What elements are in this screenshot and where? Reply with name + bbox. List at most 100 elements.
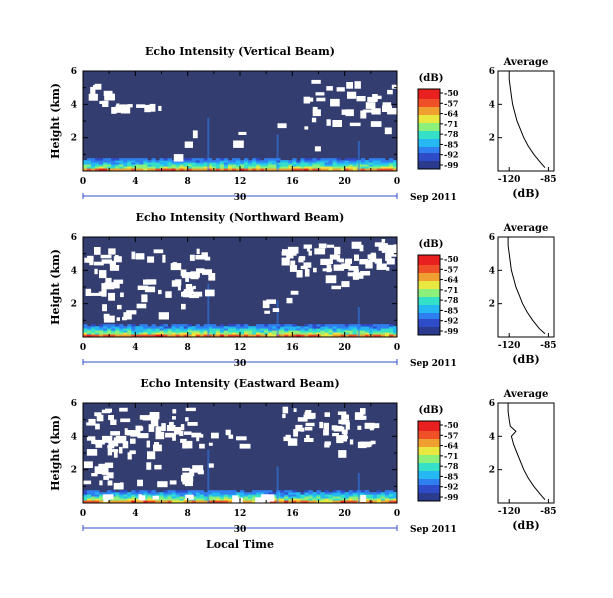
echo-cell <box>360 492 366 495</box>
echo-cell <box>163 494 168 497</box>
echo-cell <box>308 166 313 169</box>
echo-cell <box>384 490 390 493</box>
echo-cell <box>316 498 321 501</box>
colorbar-segment <box>418 295 440 298</box>
echo-cell <box>272 332 277 335</box>
x-tick-label: 0 <box>80 509 86 519</box>
avg-y-tick-label: 2 <box>489 134 495 144</box>
echo-cell <box>316 328 321 331</box>
echo-cell <box>91 162 96 165</box>
echo-cell <box>139 162 144 165</box>
echo-cell <box>304 500 309 503</box>
echo-cell <box>195 164 201 167</box>
echo-cell <box>372 494 378 497</box>
echo-cell <box>203 328 209 331</box>
missing-data-gap <box>94 466 104 474</box>
echo-cell <box>296 328 301 331</box>
echo-cell <box>115 494 120 497</box>
missing-data-gap <box>172 416 176 420</box>
echo-cell <box>135 168 140 171</box>
echo-cell <box>127 494 132 497</box>
echo-cell <box>296 496 301 499</box>
echo-cell <box>352 498 358 501</box>
echo-cell <box>268 332 273 335</box>
echo-cell <box>292 164 297 167</box>
missing-data-gap <box>208 273 216 281</box>
missing-data-gap <box>199 443 205 449</box>
echo-cell <box>244 334 249 337</box>
avg-x-label: (dB) <box>512 353 539 366</box>
echo-cell <box>163 334 168 337</box>
colorbar-segment <box>418 115 440 118</box>
echo-cell <box>115 496 120 499</box>
echo-cell <box>240 168 245 171</box>
echo-cell <box>219 492 225 495</box>
echo-cell <box>203 324 209 327</box>
echo-cell <box>91 330 96 333</box>
colorbar-segment <box>418 121 440 124</box>
echo-cell <box>107 166 112 169</box>
echo-cell <box>348 166 354 169</box>
echo-cell <box>280 164 285 167</box>
missing-data-gap <box>185 407 196 412</box>
echo-cell <box>256 328 261 331</box>
echo-cell <box>203 334 209 337</box>
missing-data-gap <box>107 448 113 456</box>
echo-cell <box>240 160 245 163</box>
colorbar-segment <box>418 271 440 274</box>
echo-cell <box>304 332 309 335</box>
echo-cell <box>336 328 342 331</box>
echo-cell <box>91 324 96 327</box>
echo-cell <box>344 162 350 165</box>
echo-cell <box>328 500 333 503</box>
echo-cell <box>163 164 168 167</box>
colorbar-segment <box>418 455 440 458</box>
echo-cell <box>328 496 333 499</box>
echo-cell <box>344 164 350 167</box>
echo-cell <box>127 496 132 499</box>
echo-cell <box>352 160 358 163</box>
echo-cell <box>143 326 148 329</box>
echo-cell <box>384 334 390 337</box>
echo-cell <box>235 328 241 331</box>
echo-cell <box>159 330 164 333</box>
echo-cell <box>119 326 124 329</box>
echo-cell <box>372 330 378 333</box>
echo-cell <box>111 158 116 161</box>
echo-cell <box>107 328 112 331</box>
echo-cell <box>384 162 390 165</box>
echo-cell <box>260 166 265 169</box>
missing-data-gap <box>122 105 127 114</box>
echo-cell <box>135 158 140 161</box>
missing-data-gap <box>353 269 359 274</box>
colorbar-segment <box>418 131 440 134</box>
missing-data-gap <box>311 79 321 84</box>
missing-data-gap <box>363 109 373 113</box>
echo-cell <box>135 496 140 499</box>
echo-cell <box>191 332 197 335</box>
echo-cell <box>392 166 398 169</box>
echo-cell <box>388 326 394 329</box>
echo-cell <box>219 162 225 165</box>
echo-cell <box>83 332 88 335</box>
missing-data-gap <box>147 256 155 263</box>
echo-cell <box>248 500 253 503</box>
echo-cell <box>203 162 209 165</box>
colorbar-segment <box>418 497 440 500</box>
echo-cell <box>384 326 390 329</box>
echo-cell <box>392 164 398 167</box>
colorbar-segment <box>418 133 440 136</box>
colorbar-segment <box>418 293 440 296</box>
echo-cell <box>260 334 265 337</box>
echo-cell <box>179 500 185 503</box>
missing-data-gap <box>189 254 195 261</box>
echo-cell <box>119 332 124 335</box>
echo-cell <box>147 168 152 171</box>
echo-cell <box>372 328 378 331</box>
colorbar-tick-label: -99 <box>444 492 459 502</box>
echo-cell <box>368 324 374 327</box>
echo-cell <box>231 326 237 329</box>
echo-cell <box>151 324 156 327</box>
echo-cell <box>316 496 321 499</box>
echo-cell <box>312 162 317 165</box>
